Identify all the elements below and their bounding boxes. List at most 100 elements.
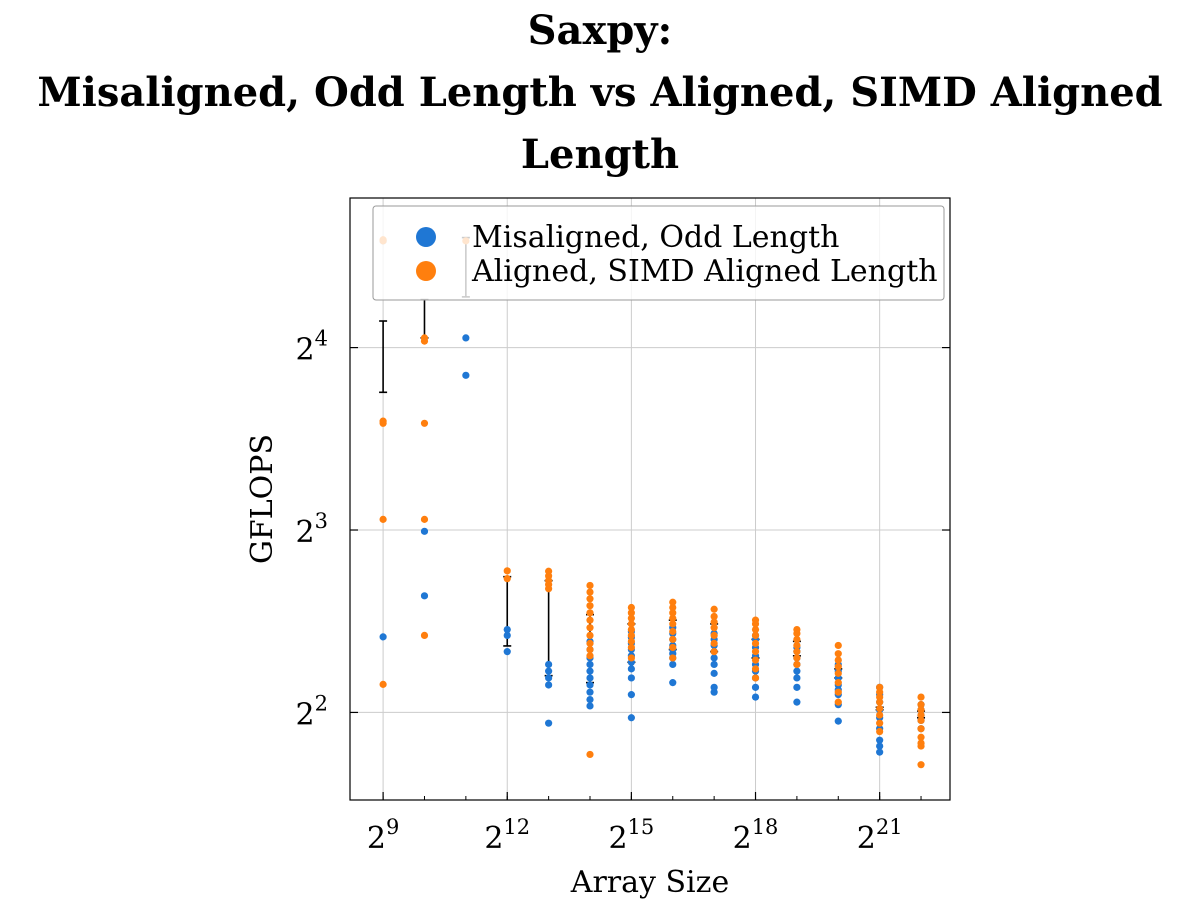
data-point [627,620,635,628]
data-point [876,736,884,744]
data-point [834,656,842,664]
data-point [876,727,884,736]
chart-title: Saxpy: Misaligned, Odd Length vs Aligned… [0,0,1200,186]
data-point [586,616,594,624]
x-tick-label: 221 [857,815,903,856]
data-point [669,627,677,636]
data-point [586,702,594,710]
data-point [586,609,594,617]
data-point [669,654,677,662]
legend: Misaligned, Odd Length Aligned, SIMD Ali… [372,205,945,301]
data-point [586,681,594,689]
data-point [586,674,594,682]
data-point [545,660,553,669]
data-point [876,698,884,706]
data-point [420,527,429,535]
data-point [503,575,511,583]
data-point [379,515,387,523]
y-tick-label: 24 [296,327,328,368]
data-point [834,717,842,725]
data-point [586,631,594,640]
title-line-3: Length [520,131,680,178]
data-point [586,581,594,590]
data-point [710,612,718,621]
data-point [834,650,842,658]
y-tick-label: 23 [296,509,328,550]
data-point [586,645,594,654]
data-point [586,652,594,660]
data-point [669,609,677,617]
data-point [917,701,925,709]
data-point [545,567,553,575]
data-point [917,733,925,741]
data-point [586,602,594,610]
data-point [586,695,594,704]
y-tick-label: 22 [296,691,328,732]
title-line-2: Misaligned, Odd Length vs Aligned, SIMD … [37,69,1163,116]
data-point [876,693,884,701]
data-point [627,643,635,652]
data-point [627,665,635,673]
data-point [586,624,594,632]
data-point [710,624,718,632]
data-point [379,633,387,641]
data-point [503,625,511,634]
data-point [669,603,677,612]
legend-label-aligned: Aligned, SIMD Aligned Length [471,254,938,289]
data-point [793,641,801,650]
data-point [917,725,925,733]
data-point [710,660,718,669]
data-point [545,681,553,689]
data-point [751,656,760,664]
data-point [834,688,842,696]
data-point [751,683,760,691]
data-point [751,631,760,640]
data-point [669,679,677,687]
legend-marker-aligned [416,261,436,281]
data-point [710,618,718,626]
data-point [586,688,594,696]
x-axis-label: Array Size [570,865,729,900]
data-point [876,704,884,713]
data-point [627,631,635,640]
data-point [586,595,594,603]
data-point [710,669,718,677]
data-points [379,236,925,769]
data-point [627,625,635,634]
data-point [917,761,925,769]
data-point [586,660,594,669]
data-point [586,639,594,647]
data-point [379,680,387,688]
data-point [545,674,553,682]
data-point [710,639,718,647]
data-point [420,515,429,523]
data-point [710,683,718,691]
data-point [669,620,677,628]
data-point [586,588,594,596]
data-point [627,714,635,722]
data-point [669,660,677,669]
y-axis-label: GFLOPS [245,434,280,564]
data-point [545,667,553,675]
data-point [793,648,801,656]
legend-box [372,205,945,301]
data-point [627,603,635,612]
data-point [420,337,429,345]
data-point [834,679,842,687]
data-point [586,667,594,675]
data-point [793,698,801,706]
data-point [710,654,718,662]
legend-label-misaligned: Misaligned, Odd Length [472,220,839,255]
data-point [876,748,884,756]
data-point [379,417,387,425]
title-line-1: Saxpy: [527,7,673,54]
data-point [876,742,884,750]
data-point [627,691,635,699]
data-point [917,711,925,719]
data-point [669,598,677,606]
error-bars [379,236,926,719]
data-point [462,334,470,342]
legend-marker-misaligned [416,227,436,247]
x-tick-label: 215 [608,815,654,856]
data-point [917,716,925,725]
